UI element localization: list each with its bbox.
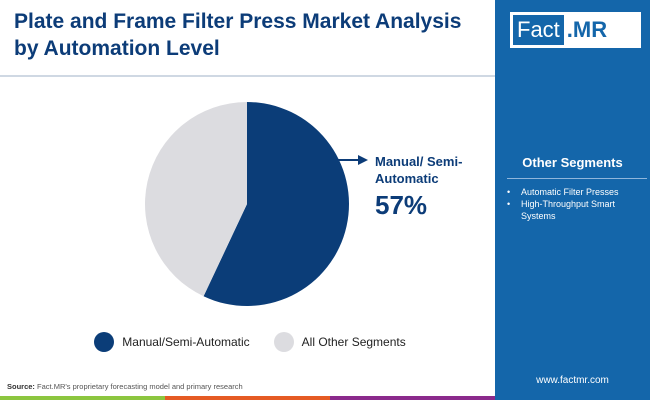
legend-label: Manual/Semi-Automatic (122, 335, 250, 349)
legend-swatch (273, 332, 294, 352)
accent-bar-orange (165, 396, 330, 400)
list-item: Automatic Filter Presses (507, 186, 647, 198)
pie-slice-manual (203, 102, 349, 306)
side-panel: Fact.MR Other Segments Automatic Filter … (495, 0, 650, 400)
accent-bar-purple (330, 396, 495, 400)
source-note: Source: Fact.MR's proprietary forecastin… (7, 382, 243, 391)
other-segments-heading: Other Segments (522, 155, 623, 170)
pie-slice-other (145, 102, 247, 297)
callout-label: Manual/ Semi-Automatic (375, 154, 463, 186)
pie-chart (145, 102, 368, 306)
legend-item-other: All Other Segments (273, 332, 406, 352)
callout-arrowhead (358, 155, 368, 165)
page-title: Plate and Frame Filter Press Market Anal… (14, 10, 462, 60)
factmr-logo: Fact .MR (510, 12, 641, 48)
legend-label: All Other Segments (301, 335, 406, 349)
legend-swatch (94, 332, 115, 352)
divider (507, 178, 647, 179)
divider (0, 75, 495, 77)
website-link[interactable]: www.factmr.com (536, 375, 609, 386)
callout-value: 57% (375, 190, 428, 220)
accent-bar-green (0, 396, 165, 400)
list-item: High-Throughput Smart Systems (507, 198, 647, 222)
legend-item-manual: Manual/Semi-Automatic (94, 332, 250, 352)
other-segments-list: Automatic Filter Presses High-Throughput… (507, 186, 647, 222)
legend: Manual/Semi-Automatic All Other Segments (40, 332, 460, 352)
